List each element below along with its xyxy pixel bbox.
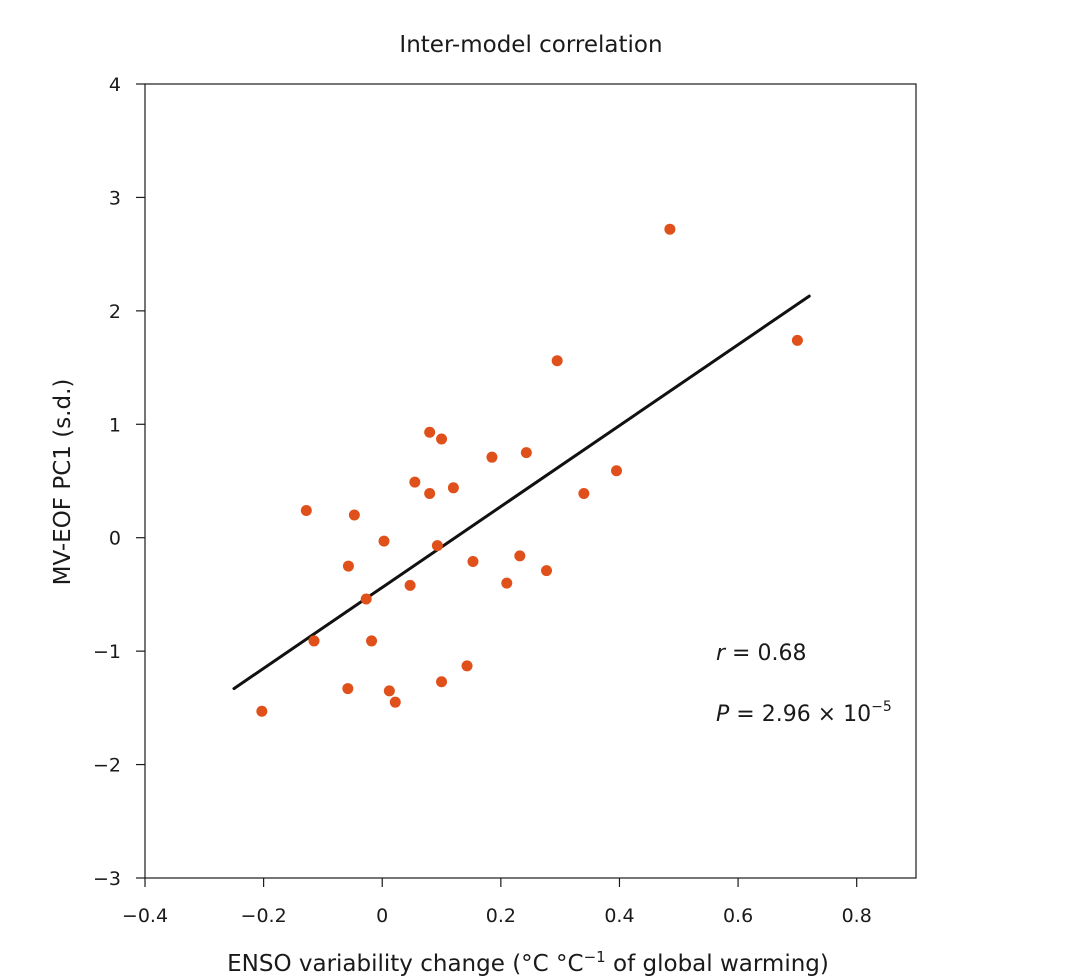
y-tick-label: 1 xyxy=(109,414,121,436)
y-tick-label: 2 xyxy=(109,301,121,323)
correlation-annotation: r = 0.68 xyxy=(716,641,806,666)
data-points xyxy=(256,223,803,717)
r-value: = 0.68 xyxy=(725,641,806,666)
x-tick-label: −0.4 xyxy=(122,905,168,927)
y-tick-label: −3 xyxy=(93,868,121,890)
data-point xyxy=(436,433,448,445)
data-point xyxy=(791,334,803,346)
data-point xyxy=(366,635,378,647)
x-axis: −0.4 −0.2 0 0.2 0.4 0.6 0.8 xyxy=(122,878,872,927)
y-tick-label: 3 xyxy=(109,187,121,209)
data-point xyxy=(360,593,372,605)
y-tick-label: −2 xyxy=(93,755,121,777)
data-point xyxy=(389,696,401,708)
data-point xyxy=(551,355,563,367)
data-point xyxy=(467,556,479,568)
data-point xyxy=(342,683,354,695)
data-point xyxy=(541,565,553,577)
x-tick-label: 0.4 xyxy=(604,905,634,927)
x-tick-label: −0.2 xyxy=(241,905,287,927)
data-point xyxy=(447,482,459,494)
data-point xyxy=(404,579,416,591)
y-tick-label: −1 xyxy=(93,641,121,663)
y-axis: 4 3 2 1 0 −1 −2 −3 xyxy=(93,74,145,890)
x-axis-title-main: ENSO variability change (°C °C xyxy=(227,951,583,977)
data-point xyxy=(431,540,443,552)
data-point xyxy=(486,451,498,463)
r-symbol: r xyxy=(716,641,727,666)
x-tick-label: 0 xyxy=(376,905,388,927)
p-value-annotation: P = 2.96 × 10−5 xyxy=(716,699,892,727)
chart-title: Inter-model correlation xyxy=(399,32,662,58)
data-point xyxy=(520,447,532,459)
data-point xyxy=(664,223,676,235)
y-axis-title: MV-EOF PC1 (s.d.) xyxy=(50,379,76,586)
data-point xyxy=(578,487,590,499)
x-tick-label: 0.6 xyxy=(723,905,753,927)
y-tick-label: 0 xyxy=(109,528,121,550)
data-point xyxy=(424,426,436,438)
data-point xyxy=(424,487,436,499)
p-symbol: P xyxy=(716,702,730,727)
x-axis-title-superscript: −1 xyxy=(584,948,606,966)
x-tick-label: 0.8 xyxy=(842,905,872,927)
y-tick-label: 4 xyxy=(109,74,121,96)
plot-frame xyxy=(144,83,917,879)
x-axis-title: ENSO variability change (°C °C−1 of glob… xyxy=(227,948,829,977)
data-point xyxy=(342,560,354,572)
data-point xyxy=(610,465,622,477)
data-point xyxy=(461,660,473,672)
data-point xyxy=(308,635,320,647)
p-exponent: −5 xyxy=(871,699,892,715)
data-point xyxy=(514,550,526,562)
data-point xyxy=(436,676,448,688)
data-point xyxy=(378,535,390,547)
x-tick-label: 0.2 xyxy=(486,905,516,927)
regression-line xyxy=(232,294,811,691)
data-point xyxy=(256,705,268,717)
x-axis-title-rest: of global warming) xyxy=(606,951,829,977)
data-point xyxy=(383,685,395,697)
data-point xyxy=(409,476,421,488)
p-value: = 2.96 × 10 xyxy=(729,702,871,727)
data-point xyxy=(300,504,312,516)
data-point xyxy=(348,509,360,521)
data-point xyxy=(501,577,513,589)
